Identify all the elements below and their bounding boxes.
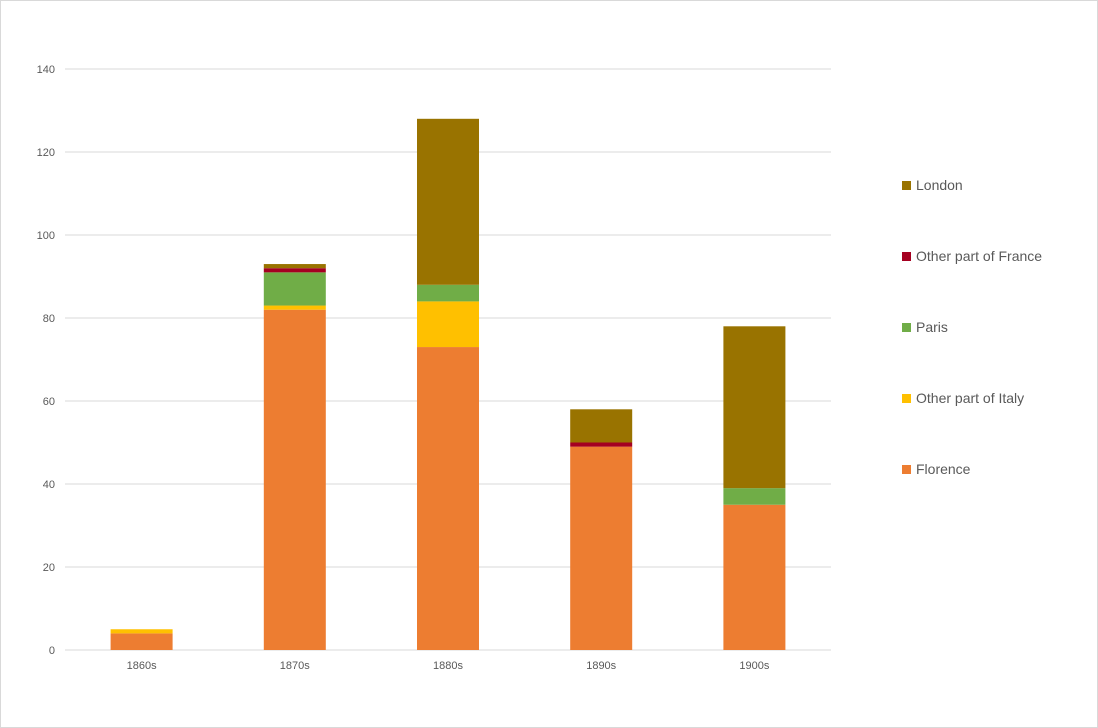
bar-segment [417,301,479,348]
x-tick-label: 1860s [127,660,157,672]
legend-item: London [902,175,963,195]
y-tick-label: 60 [43,396,55,408]
legend-label: Florence [916,461,971,477]
bar-segment [263,305,326,310]
bar-segment [417,118,479,285]
x-tick-label: 1880s [433,660,463,672]
legend: London Other part of France Paris Other par… [902,0,1092,728]
bar-segment [723,488,786,505]
x-tick-label: 1900s [739,660,769,672]
bar-segment [263,272,326,306]
legend-label: Other part of France [916,248,1043,264]
legend-label: Paris [916,319,948,335]
legend-swatch [902,464,911,474]
bar-segment [723,326,786,489]
legend-item: Other part of France [902,246,1042,266]
bar-segment [570,442,633,447]
legend-swatch [902,251,911,261]
bar-segment [570,446,633,650]
x-axis-ticks: 1860s 1870s 1880s 1890s 1900s [127,660,770,672]
y-tick-label: 0 [49,645,55,657]
bar-segment [417,284,479,302]
legend-label: London [916,177,963,193]
y-tick-label: 40 [43,479,55,491]
y-tick-label: 120 [37,147,55,159]
legend-item: Other part of Italy [902,388,1024,408]
bar-segment [263,309,326,650]
x-tick-label: 1870s [280,660,310,672]
bar-segment [263,264,326,269]
legend-item: Paris [902,317,948,337]
bar-segment [263,268,326,273]
bars [110,118,786,650]
bar-segment [723,504,786,650]
y-tick-label: 80 [43,313,55,325]
x-tick-label: 1890s [586,660,616,672]
bar-segment [110,633,173,650]
bar-segment [570,409,633,443]
y-tick-label: 140 [37,64,55,76]
y-tick-label: 20 [43,562,55,574]
legend-item: Florence [902,459,970,479]
bar-segment [417,347,479,650]
legend-swatch [902,393,911,403]
y-axis-ticks: 0 20 40 60 80 100 120 140 [37,64,55,657]
legend-swatch [902,322,911,332]
legend-label: Other part of Italy [916,390,1025,406]
legend-swatch [902,180,911,190]
y-tick-label: 100 [37,230,55,242]
bar-segment [110,629,173,634]
